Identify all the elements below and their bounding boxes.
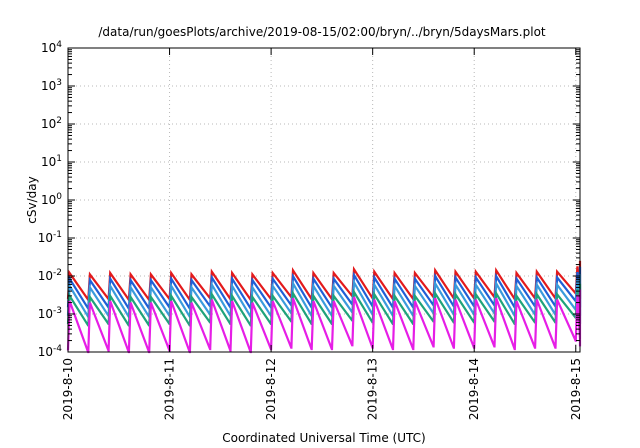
x-axis: 2019-8-10 2019-8-11 2019-8-12 2019-8-13 2019… — [61, 48, 583, 420]
y-tick-label: 10-3 — [38, 306, 62, 321]
y-tick-label: 10-1 — [38, 230, 62, 245]
x-tick-label: 2019-8-10 — [61, 358, 75, 420]
chart-title: /data/run/goesPlots/archive/2019-08-15/0… — [98, 25, 546, 39]
y-tick-label: 10-2 — [38, 268, 62, 283]
x-axis-label: Coordinated Universal Time (UTC) — [222, 431, 425, 445]
x-tick-label: 2019-8-15 — [569, 358, 583, 420]
x-tick-label: 2019-8-11 — [163, 358, 177, 420]
y-tick-label: 103 — [41, 78, 62, 93]
y-tick-label: 100 — [41, 192, 62, 207]
x-tick-label: 2019-8-13 — [366, 358, 380, 420]
y-axis-label: cSv/day — [25, 176, 39, 223]
y-tick-label: 10-4 — [38, 344, 63, 359]
y-axis: 10-4 10-3 10-2 10-1 100 101 102 103 104 — [38, 40, 580, 359]
x-tick-label: 2019-8-14 — [467, 358, 481, 420]
series-group — [66, 260, 582, 354]
y-tick-label: 104 — [41, 40, 62, 55]
y-tick-label: 102 — [41, 116, 62, 131]
x-tick-label: 2019-8-12 — [264, 358, 278, 420]
y-tick-label: 101 — [41, 154, 62, 169]
